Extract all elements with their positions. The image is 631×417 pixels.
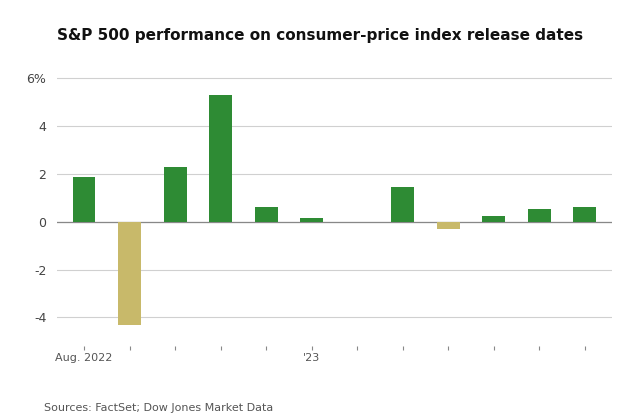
- Bar: [574, 207, 596, 222]
- Bar: [209, 95, 232, 222]
- Bar: [118, 222, 141, 324]
- Bar: [255, 207, 278, 222]
- Bar: [528, 208, 551, 222]
- Text: S&P 500 performance on consumer-price index release dates: S&P 500 performance on consumer-price in…: [57, 28, 583, 43]
- Bar: [300, 218, 323, 222]
- Bar: [391, 187, 414, 222]
- Text: Sources: FactSet; Dow Jones Market Data: Sources: FactSet; Dow Jones Market Data: [44, 403, 273, 413]
- Bar: [164, 167, 187, 222]
- Bar: [437, 222, 459, 229]
- Bar: [482, 216, 505, 222]
- Bar: [73, 177, 95, 222]
